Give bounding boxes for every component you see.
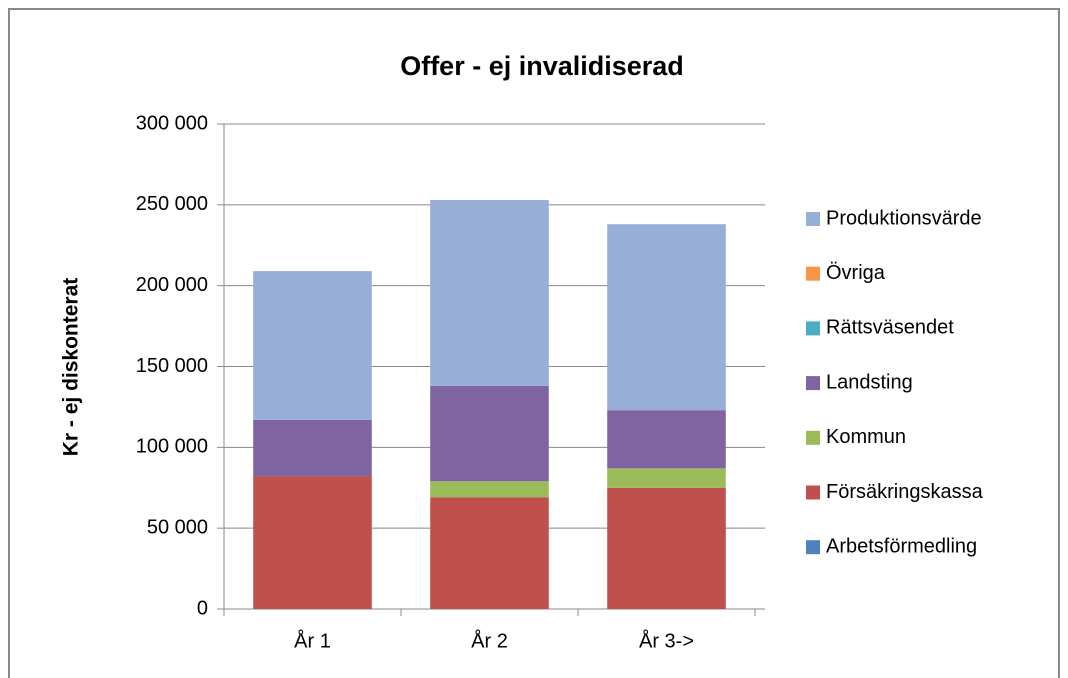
y-tick-label: 150 000 [136, 355, 208, 377]
y-tick-label: 100 000 [136, 436, 208, 458]
y-tick-label: 200 000 [136, 274, 208, 296]
legend-label: Landsting [826, 371, 913, 393]
legend-swatch [806, 212, 820, 226]
bar-segment [607, 224, 726, 411]
legend-label: Kommun [826, 426, 906, 448]
bar-segment [253, 419, 372, 477]
legend-swatch [806, 321, 820, 336]
y-tick-label: 50 000 [147, 516, 208, 538]
bar-segment [607, 487, 726, 609]
bar-segment [430, 497, 549, 609]
x-tick-label: År 3-> [639, 629, 694, 652]
legend-swatch [806, 430, 820, 445]
legend-swatch [806, 485, 820, 500]
y-tick-label: 250 000 [136, 193, 208, 215]
legend-label: Arbetsförmedling [826, 535, 977, 557]
legend-label: Övriga [826, 262, 886, 284]
x-tick-label: År 1 [294, 629, 331, 652]
bar-segment [607, 468, 726, 488]
legend-label: Produktionsvärde [826, 207, 982, 229]
bar-segment [607, 410, 726, 469]
legend-label: Försäkringskassa [826, 481, 984, 503]
bar-segment [253, 476, 372, 609]
legend-swatch [806, 540, 820, 555]
legend-swatch [806, 266, 820, 281]
y-axis-label: Kr - ej diskonterat [60, 278, 83, 457]
x-tick-label: År 2 [471, 629, 508, 652]
bar-segment [430, 385, 549, 482]
bar-segment [253, 271, 372, 420]
bar-segment [430, 199, 549, 386]
legend-swatch [806, 376, 820, 391]
legend-label: Rättsväsendet [826, 317, 954, 339]
bar-segment [430, 481, 549, 498]
y-tick-label: 0 [197, 597, 208, 619]
chart-title: Offer - ej invalidiserad [400, 51, 684, 81]
y-tick-label: 300 000 [136, 112, 208, 134]
